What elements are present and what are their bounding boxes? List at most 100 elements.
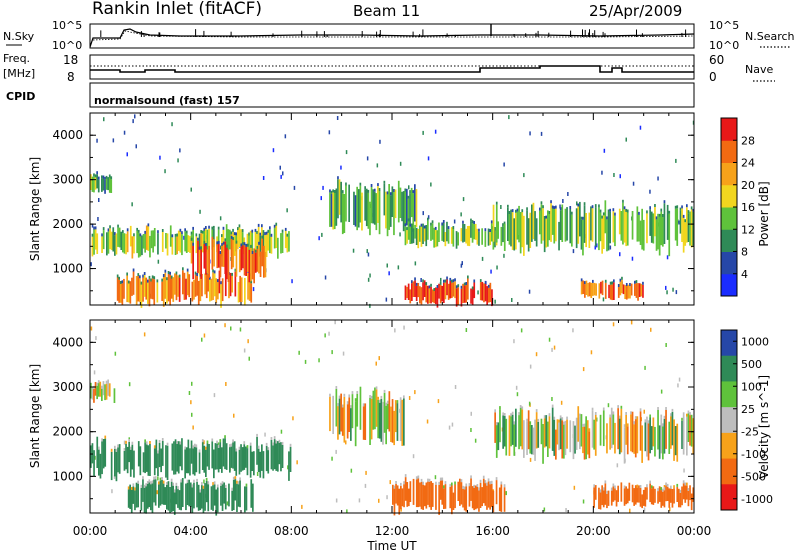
power-echo-edge xyxy=(221,243,223,247)
velocity-echo-cell xyxy=(140,487,143,511)
power-echo-cell xyxy=(273,227,276,249)
power-echo-cell xyxy=(662,217,664,247)
power-echo-cell xyxy=(431,223,434,240)
velocity-echo-cell xyxy=(551,407,554,451)
velocity-echo-cell xyxy=(251,451,254,471)
velocity-echo-cell xyxy=(239,480,241,508)
velocity-echo-edge xyxy=(348,394,351,398)
velocity-echo-edge xyxy=(484,480,487,484)
velocity-colorbar-swatch xyxy=(721,407,737,434)
velocity-echo-edge xyxy=(162,480,165,484)
power-echo-cell xyxy=(583,205,586,243)
velocity-echo-cell xyxy=(634,419,637,458)
velocity-echo-cell xyxy=(465,486,468,512)
power-noise-cell xyxy=(199,209,201,214)
velocity-echo-edge xyxy=(158,440,161,443)
power-noise-cell xyxy=(422,130,424,135)
power-echo-cell xyxy=(526,210,528,245)
power-echo-cell xyxy=(219,254,222,278)
velocity-echo-cell xyxy=(614,488,616,501)
power-echo-edge xyxy=(625,208,627,212)
velocity-noise-cell xyxy=(346,509,348,514)
velocity-echo-edge xyxy=(137,480,139,484)
power-echo-cell xyxy=(196,276,198,296)
power-noise-cell xyxy=(559,204,561,209)
velocity-echo-cell xyxy=(253,451,255,476)
velocity-echo-cell xyxy=(350,408,352,441)
velocity-echo-edge xyxy=(148,479,151,483)
power-echo-edge xyxy=(613,279,615,283)
power-echo-cell xyxy=(417,283,420,298)
power-echo-cell xyxy=(622,284,625,295)
power-noise-cell xyxy=(408,185,410,190)
velocity-echo-cell xyxy=(599,414,602,446)
power-echo-cell xyxy=(508,214,511,245)
power-echo-cell xyxy=(414,280,416,297)
velocity-echo-edge xyxy=(140,484,143,488)
power-echo-cell xyxy=(185,233,188,253)
power-echo-cell xyxy=(237,282,240,303)
power-echo-edge xyxy=(490,220,493,224)
velocity-echo-cell xyxy=(510,416,512,447)
power-echo-edge xyxy=(157,230,159,234)
power-echo-cell xyxy=(365,188,368,227)
velocity-echo-cell xyxy=(527,410,530,450)
velocity-echo-edge xyxy=(502,412,504,416)
power-echo-cell xyxy=(420,226,423,247)
power-echo-cell xyxy=(474,223,477,240)
velocity-echo-cell xyxy=(265,445,268,472)
velocity-echo-cell xyxy=(154,479,157,506)
velocity-echo-edge xyxy=(273,436,276,440)
power-noise-cell xyxy=(399,161,402,166)
power-echo-cell xyxy=(425,225,428,247)
velocity-echo-cell xyxy=(628,482,631,501)
velocity-echo-cell xyxy=(666,486,669,501)
power-colorbar-swatch xyxy=(721,207,737,230)
velocity-echo-edge xyxy=(647,420,650,424)
power-echo-cell xyxy=(637,283,639,301)
velocity-echo-cell xyxy=(601,485,603,506)
velocity-echo-edge xyxy=(142,476,144,480)
velocity-echo-cell xyxy=(143,487,146,513)
power-echo-cell xyxy=(417,228,420,249)
power-echo-edge xyxy=(122,230,124,234)
power-echo-edge xyxy=(612,208,615,212)
power-echo-cell xyxy=(548,214,551,241)
power-echo-cell xyxy=(188,274,191,298)
velocity-echo-edge xyxy=(670,413,672,417)
velocity-echo-cell xyxy=(486,485,488,510)
velocity-echo-cell xyxy=(375,389,378,427)
velocity-echo-edge xyxy=(158,481,160,485)
velocity-echo-edge xyxy=(123,448,126,451)
power-noise-cell xyxy=(508,115,510,120)
power-echo-cell xyxy=(592,282,594,296)
power-echo-cell xyxy=(198,233,201,252)
power-noise-cell xyxy=(366,249,368,254)
velocity-echo-edge xyxy=(230,443,233,447)
power-echo-edge xyxy=(508,211,511,214)
power-noise-cell xyxy=(286,208,288,213)
power-noise-cell xyxy=(477,290,479,295)
velocity-echo-cell xyxy=(459,478,461,506)
velocity-noise-cell xyxy=(342,351,345,356)
velocity-echo-cell xyxy=(660,417,663,454)
velocity-echo-edge xyxy=(449,483,452,487)
power-echo-cell xyxy=(174,236,177,255)
power-echo-cell xyxy=(550,203,552,242)
velocity-echo-cell xyxy=(511,414,514,445)
power-echo-cell xyxy=(94,177,97,190)
velocity-echo-edge xyxy=(170,478,173,482)
velocity-echo-cell xyxy=(252,483,254,512)
power-echo-edge xyxy=(220,281,222,285)
power-echo-cell xyxy=(531,207,533,242)
power-echo-cell xyxy=(409,289,412,304)
power-echo-cell xyxy=(147,282,149,304)
velocity-echo-edge xyxy=(663,415,666,419)
velocity-echo-edge xyxy=(205,477,208,481)
velocity-echo-cell xyxy=(391,399,394,443)
power-echo-cell xyxy=(404,285,407,300)
velocity-echo-edge xyxy=(101,438,103,442)
power-echo-edge xyxy=(638,211,640,215)
power-echo-cell xyxy=(241,232,244,249)
power-echo-edge xyxy=(136,227,138,231)
